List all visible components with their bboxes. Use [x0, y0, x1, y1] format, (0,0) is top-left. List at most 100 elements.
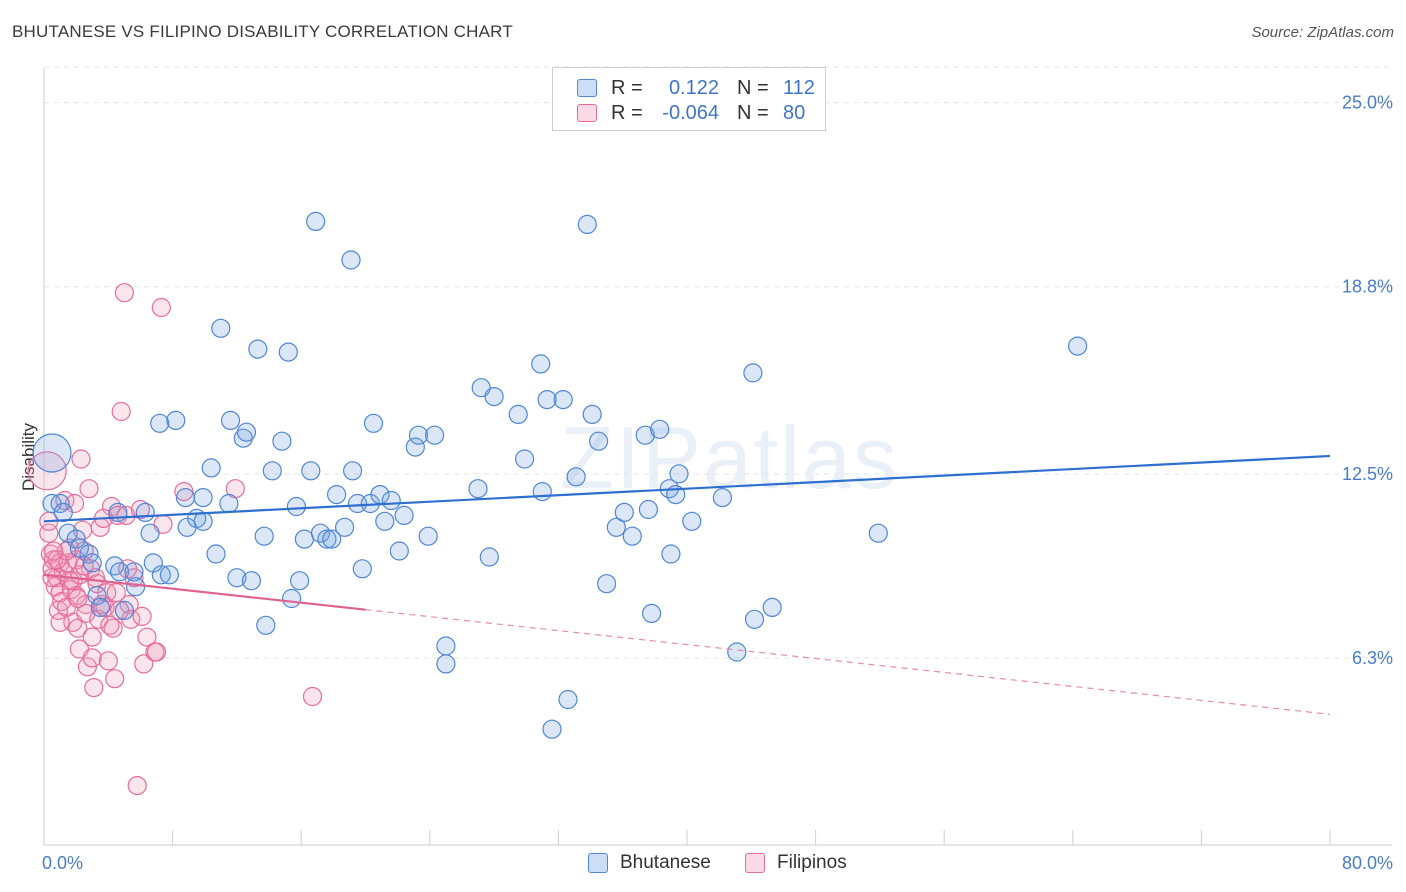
legend-swatch-bhutanese	[588, 853, 608, 873]
filipinos-point-44	[103, 618, 123, 638]
bhutanese-point-39	[254, 526, 274, 546]
legend-item-filipinos: Filipinos	[745, 852, 847, 874]
bhutanese-point-27	[193, 511, 213, 531]
bhutanese-point-100	[682, 511, 702, 531]
bhutanese-point-18	[140, 523, 160, 543]
filipinos-point-41	[98, 651, 118, 671]
filipinos-point-31	[82, 648, 102, 668]
bhutanese-point-47	[294, 529, 314, 549]
bhutanese-point-99	[669, 464, 689, 484]
bhutanese-point-40	[256, 615, 276, 635]
bhutanese-point-69	[425, 425, 445, 445]
bhutanese-point-38	[248, 339, 268, 359]
filipinos-point-29	[79, 479, 99, 499]
legend-swatch-filipinos	[745, 853, 765, 873]
bhutanese-point-54	[335, 517, 355, 537]
bhutanese-point-46	[290, 571, 310, 591]
bhutanese-point-33	[220, 410, 241, 430]
bhutanese-point-22	[159, 565, 179, 585]
x-tick-label-max: 80.0%	[1342, 853, 1393, 873]
filipinos-point-73	[50, 612, 70, 632]
bhutanese-point-65	[394, 505, 414, 526]
bhutanese-point-95	[650, 419, 670, 439]
bhutanese-point-23	[166, 410, 186, 430]
filipinos-point-42	[100, 615, 120, 635]
bhutanese-point-45	[286, 496, 306, 517]
legend-label-filipinos: Filipinos	[777, 852, 847, 873]
legend-r-label: R =	[611, 76, 643, 99]
bhutanese-point-92	[635, 425, 655, 445]
filipinos-point-76	[109, 600, 130, 621]
bhutanese-point-44	[282, 588, 302, 609]
legend-r-value: -0.064	[662, 101, 719, 124]
y-tick-label-2: 12.5%	[1342, 464, 1393, 484]
bhutanese-point-97	[661, 544, 681, 564]
bhutanese-point-79	[532, 482, 552, 502]
bhutanese-point-10	[90, 597, 110, 618]
filipinos-point-21	[68, 618, 88, 638]
filipinos-point-48	[111, 401, 131, 422]
bhutanese-point-41	[262, 461, 282, 481]
bhutanese-point-48	[301, 461, 321, 481]
bhutanese-point-71	[436, 654, 456, 674]
bhutanese-point-29	[201, 458, 221, 478]
filipinos-trend-line-extension	[365, 609, 1331, 715]
filipinos-point-66	[42, 568, 62, 588]
bhutanese-point-75	[484, 387, 504, 407]
filipinos-point-75	[68, 588, 88, 609]
bhutanese-point-24	[175, 488, 196, 508]
filipinos-point-45	[105, 669, 125, 689]
x-axis-ticks	[43, 830, 1331, 845]
bhutanese-series	[32, 211, 1088, 739]
grid-lines	[44, 66, 1392, 659]
bhutanese-point-88	[596, 574, 617, 594]
trend-lines	[43, 454, 1331, 715]
bhutanese-point-9	[87, 585, 107, 606]
bhutanese-point-21	[151, 565, 171, 585]
bhutanese-point-78	[531, 354, 551, 374]
bhutanese-point-64	[389, 541, 409, 561]
bhutanese-point-35	[233, 428, 253, 448]
filipinos-point-57	[137, 627, 157, 647]
bhutanese-point-86	[582, 404, 602, 424]
bhutanese-point-37	[241, 571, 261, 591]
bhutanese-point-103	[744, 609, 765, 629]
bhutanese-point-49	[306, 211, 326, 231]
y-tick-label-1: 18.8%	[1342, 277, 1393, 297]
filipinos-point-59	[146, 642, 167, 662]
bhutanese-point-66	[405, 437, 425, 457]
chart-title: BHUTANESE VS FILIPINO DISABILITY CORRELA…	[12, 22, 513, 41]
bhutanese-point-94	[641, 603, 662, 624]
bhutanese-point-105	[762, 597, 782, 618]
bhutanese-point-91	[622, 526, 642, 546]
bhutanese-point-60	[363, 413, 384, 433]
bhutanese-point-55	[341, 250, 361, 270]
bhutanese-point-32	[219, 493, 239, 514]
legend-n-value: 80	[783, 101, 806, 124]
bhutanese-point-85	[577, 214, 597, 234]
bhutanese-point-101	[712, 488, 733, 508]
y-tick-label-0: 25.0%	[1342, 93, 1393, 113]
bhutanese-point-20	[150, 413, 170, 433]
bhutanese-point-15	[124, 562, 144, 582]
filipinos-point-74	[60, 571, 80, 591]
filipinos-point-56	[134, 654, 154, 674]
bhutanese-point-31	[211, 318, 231, 338]
filipinos-point-0	[27, 451, 67, 491]
y-tick-labels: 25.0% 18.8% 12.5% 6.3%	[1342, 93, 1393, 668]
filipinos-point-33	[84, 677, 104, 698]
bhutanese-point-14	[114, 600, 135, 621]
bhutanese-point-34	[227, 568, 247, 588]
legend-swatch-pink	[577, 104, 597, 122]
bhutanese-point-28	[193, 488, 213, 508]
bhutanese-point-80	[537, 390, 557, 410]
bhutanese-point-62	[375, 511, 395, 531]
legend-label-bhutanese: Bhutanese	[620, 852, 711, 873]
bhutanese-point-104	[743, 363, 763, 383]
bhutanese-point-81	[542, 719, 562, 739]
bhutanese-point-106	[868, 523, 888, 543]
filipinos-point-32	[82, 627, 102, 647]
filipinos-point-79	[43, 541, 64, 561]
bhutanese-point-56	[343, 461, 363, 481]
